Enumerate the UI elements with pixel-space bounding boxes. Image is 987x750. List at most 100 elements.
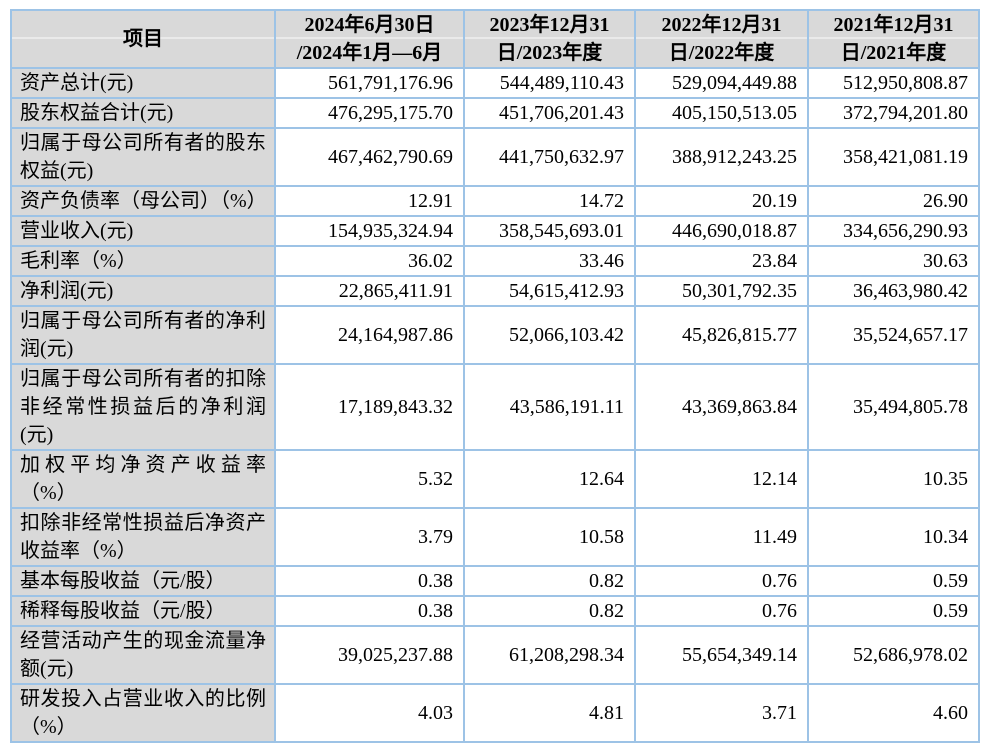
row-label: 营业收入(元): [10, 215, 276, 247]
row-value-2022: 50,301,792.35: [634, 275, 809, 307]
row-value-2024: 24,164,987.86: [274, 305, 465, 365]
row-value-2021: 372,794,201.80: [807, 97, 980, 129]
row-label: 经营活动产生的现金流量净额(元): [10, 625, 276, 685]
header-line: 日/2021年度: [840, 42, 947, 64]
table-row: 加权平均净资产收益率（%） 5.32 12.64 12.14 10.35: [10, 449, 980, 509]
row-value-2024: 39,025,237.88: [274, 625, 465, 685]
table-row: 稀释每股收益（元/股） 0.38 0.82 0.76 0.59: [10, 595, 980, 627]
header-line: 日/2022年度: [668, 42, 775, 64]
table-row: 经营活动产生的现金流量净额(元) 39,025,237.88 61,208,29…: [10, 625, 980, 685]
row-value-2021: 35,524,657.17: [807, 305, 980, 365]
row-value-2021: 30.63: [807, 245, 980, 277]
column-header-2024: 2024年6月30日 /2024年1月—6月: [274, 9, 465, 69]
table-body: 资产总计(元) 561,791,176.96 544,489,110.43 52…: [10, 67, 980, 743]
row-label: 归属于母公司所有者的股东权益(元): [10, 127, 276, 187]
row-value-2024: 3.79: [274, 507, 465, 567]
row-value-2023: 0.82: [463, 565, 636, 597]
row-value-2023: 544,489,110.43: [463, 67, 636, 99]
row-value-2023: 33.46: [463, 245, 636, 277]
table-row: 归属于母公司所有者的扣除非经常性损益后的净利润(元) 17,189,843.32…: [10, 363, 980, 451]
row-value-2023: 14.72: [463, 185, 636, 217]
header-line: 2021年12月31: [833, 14, 954, 36]
column-header-2022: 2022年12月31 日/2022年度: [634, 9, 809, 69]
row-value-2023: 4.81: [463, 683, 636, 743]
row-value-2023: 451,706,201.43: [463, 97, 636, 129]
row-value-2023: 12.64: [463, 449, 636, 509]
row-value-2021: 26.90: [807, 185, 980, 217]
row-value-2022: 0.76: [634, 595, 809, 627]
row-value-2024: 22,865,411.91: [274, 275, 465, 307]
row-label: 股东权益合计(元): [10, 97, 276, 129]
row-value-2023: 61,208,298.34: [463, 625, 636, 685]
table-row: 净利润(元) 22,865,411.91 54,615,412.93 50,30…: [10, 275, 980, 307]
row-label: 毛利率（%）: [10, 245, 276, 277]
row-value-2022: 45,826,815.77: [634, 305, 809, 365]
row-value-2021: 512,950,808.87: [807, 67, 980, 99]
row-value-2023: 10.58: [463, 507, 636, 567]
row-value-2024: 0.38: [274, 565, 465, 597]
row-label: 稀释每股收益（元/股）: [10, 595, 276, 627]
row-value-2024: 561,791,176.96: [274, 67, 465, 99]
table-row: 归属于母公司所有者的净利润(元) 24,164,987.86 52,066,10…: [10, 305, 980, 365]
header-line: 2023年12月31: [489, 14, 610, 36]
row-value-2023: 441,750,632.97: [463, 127, 636, 187]
row-label: 基本每股收益（元/股）: [10, 565, 276, 597]
row-value-2021: 35,494,805.78: [807, 363, 980, 451]
row-value-2022: 20.19: [634, 185, 809, 217]
row-value-2021: 36,463,980.42: [807, 275, 980, 307]
row-value-2024: 36.02: [274, 245, 465, 277]
row-value-2022: 388,912,243.25: [634, 127, 809, 187]
row-value-2021: 4.60: [807, 683, 980, 743]
row-value-2022: 405,150,513.05: [634, 97, 809, 129]
row-value-2021: 0.59: [807, 595, 980, 627]
row-value-2022: 446,690,018.87: [634, 215, 809, 247]
row-value-2022: 529,094,449.88: [634, 67, 809, 99]
table-row: 归属于母公司所有者的股东权益(元) 467,462,790.69 441,750…: [10, 127, 980, 187]
table-row: 毛利率（%） 36.02 33.46 23.84 30.63: [10, 245, 980, 277]
row-value-2022: 23.84: [634, 245, 809, 277]
row-value-2024: 17,189,843.32: [274, 363, 465, 451]
row-label: 归属于母公司所有者的净利润(元): [10, 305, 276, 365]
row-label: 资产总计(元): [10, 67, 276, 99]
header-line: 项目: [123, 28, 163, 50]
row-value-2022: 11.49: [634, 507, 809, 567]
header-row: 项目 2024年6月30日 /2024年1月—6月 2023年12月31 日/2…: [10, 9, 980, 69]
row-value-2023: 0.82: [463, 595, 636, 627]
row-value-2021: 334,656,290.93: [807, 215, 980, 247]
row-label: 归属于母公司所有者的扣除非经常性损益后的净利润(元): [10, 363, 276, 451]
header-line: 日/2023年度: [496, 42, 603, 64]
row-label: 净利润(元): [10, 275, 276, 307]
table-row: 营业收入(元) 154,935,324.94 358,545,693.01 44…: [10, 215, 980, 247]
row-value-2024: 476,295,175.70: [274, 97, 465, 129]
table-row: 扣除非经常性损益后净资产收益率（%） 3.79 10.58 11.49 10.3…: [10, 507, 980, 567]
column-header-2023: 2023年12月31 日/2023年度: [463, 9, 636, 69]
row-value-2021: 52,686,978.02: [807, 625, 980, 685]
row-value-2024: 12.91: [274, 185, 465, 217]
table-row: 股东权益合计(元) 476,295,175.70 451,706,201.43 …: [10, 97, 980, 129]
column-header-item: 项目: [10, 9, 276, 69]
row-value-2022: 12.14: [634, 449, 809, 509]
row-value-2021: 10.35: [807, 449, 980, 509]
row-value-2022: 3.71: [634, 683, 809, 743]
table-row: 研发投入占营业收入的比例（%） 4.03 4.81 3.71 4.60: [10, 683, 980, 743]
row-value-2021: 0.59: [807, 565, 980, 597]
row-value-2023: 54,615,412.93: [463, 275, 636, 307]
row-value-2024: 5.32: [274, 449, 465, 509]
header-line: /2024年1月—6月: [296, 42, 443, 64]
row-label: 资产负债率（母公司）（%）: [10, 185, 276, 217]
row-label: 扣除非经常性损益后净资产收益率（%）: [10, 507, 276, 567]
header-line: 2022年12月31: [661, 14, 782, 36]
row-value-2023: 358,545,693.01: [463, 215, 636, 247]
row-value-2023: 43,586,191.11: [463, 363, 636, 451]
row-label: 加权平均净资产收益率（%）: [10, 449, 276, 509]
row-value-2021: 358,421,081.19: [807, 127, 980, 187]
row-label: 研发投入占营业收入的比例（%）: [10, 683, 276, 743]
column-header-2021: 2021年12月31 日/2021年度: [807, 9, 980, 69]
table-row: 资产负债率（母公司）（%） 12.91 14.72 20.19 26.90: [10, 185, 980, 217]
row-value-2024: 154,935,324.94: [274, 215, 465, 247]
row-value-2024: 0.38: [274, 595, 465, 627]
row-value-2024: 4.03: [274, 683, 465, 743]
table-row: 资产总计(元) 561,791,176.96 544,489,110.43 52…: [10, 67, 980, 99]
row-value-2023: 52,066,103.42: [463, 305, 636, 365]
